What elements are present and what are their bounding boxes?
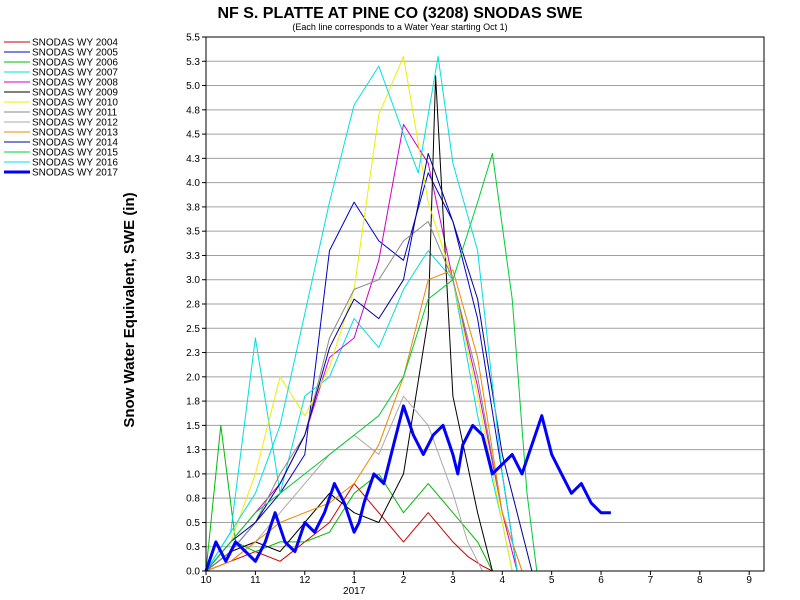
legend-label: SNODAS WY 2011 bbox=[32, 108, 118, 119]
y-tick-label: 1.0 bbox=[186, 469, 200, 480]
y-tick-label: 4.5 bbox=[186, 130, 200, 141]
y-tick-label: 5.5 bbox=[186, 33, 200, 44]
x-tick-label: 7 bbox=[648, 575, 654, 586]
series-line-wy-2015 bbox=[205, 153, 538, 572]
y-tick-label: 2.0 bbox=[186, 372, 200, 383]
legend-label: SNODAS WY 2007 bbox=[32, 68, 118, 79]
legend-label: SNODAS WY 2012 bbox=[32, 118, 118, 129]
x-tick-label: 12 bbox=[299, 575, 311, 586]
legend-label: SNODAS WY 2017 bbox=[32, 168, 118, 179]
legend-label: SNODAS WY 2015 bbox=[32, 148, 118, 159]
series-line-wy-2007 bbox=[205, 250, 513, 572]
y-tick-label: 1.8 bbox=[186, 397, 200, 408]
series-line-wy-2009 bbox=[205, 75, 493, 572]
legend-label: SNODAS WY 2006 bbox=[32, 58, 118, 69]
x-tick-label: 9 bbox=[746, 575, 752, 586]
x-tick-label: 4 bbox=[500, 575, 506, 586]
x-tick-label: 11 bbox=[250, 575, 261, 586]
x-tick-label: 3 bbox=[450, 575, 456, 586]
y-tick-label: 1.5 bbox=[186, 421, 200, 432]
y-tick-label: 4.3 bbox=[186, 154, 200, 165]
y-tick-label: 3.0 bbox=[186, 275, 200, 286]
y-tick-label: 2.8 bbox=[186, 300, 200, 311]
y-tick-label: 3.5 bbox=[186, 227, 200, 238]
series-line-wy-2005 bbox=[205, 172, 518, 572]
chart-subtitle: (Each line corresponds to a Water Year s… bbox=[292, 22, 507, 32]
chart-title: NF S. PLATTE AT PINE CO (3208) SNODAS SW… bbox=[217, 5, 582, 22]
grid-lines bbox=[206, 36, 764, 572]
y-tick-label: 3.3 bbox=[186, 251, 200, 262]
y-tick-label: 5.3 bbox=[186, 57, 200, 68]
x-tick-label: 6 bbox=[598, 575, 604, 586]
y-tick-label: 2.5 bbox=[186, 324, 200, 335]
y-tick-label: 3.8 bbox=[186, 202, 200, 213]
y-tick-label: 0.5 bbox=[186, 518, 200, 529]
x-tick-label: 2 bbox=[401, 575, 407, 586]
series-line-wy-2011 bbox=[205, 221, 523, 572]
legend-label: SNODAS WY 2016 bbox=[32, 158, 118, 169]
y-axis: 0.0 0.3 0.5 0.8 1.0 1.3 1.5 1.8 2.0 2.3 2.5 2.8 3.0 3… bbox=[186, 33, 206, 578]
legend-label: SNODAS WY 2008 bbox=[32, 78, 118, 89]
series-lines bbox=[204, 55, 611, 572]
x-tick-label: 1 bbox=[351, 575, 357, 586]
series-line-wy-2017 bbox=[204, 404, 611, 572]
series-line-wy-2014 bbox=[205, 153, 533, 572]
x-tick-label: 8 bbox=[697, 575, 703, 586]
y-tick-label: 1.3 bbox=[186, 445, 200, 456]
y-tick-label: 4.8 bbox=[186, 105, 200, 116]
legend-label: SNODAS WY 2010 bbox=[32, 98, 118, 109]
legend-label: SNODAS WY 2013 bbox=[32, 128, 118, 139]
legend-label: SNODAS WY 2009 bbox=[32, 88, 118, 99]
series-line-wy-2008 bbox=[205, 123, 518, 572]
y-tick-label: 5.0 bbox=[186, 81, 200, 92]
y-axis-label: Snow Water Equivalent, SWE (in) bbox=[121, 192, 138, 427]
x-year-label: 2017 bbox=[343, 586, 366, 597]
x-tick-label: 5 bbox=[549, 575, 555, 586]
series-line-wy-2010 bbox=[205, 55, 513, 572]
x-tick-label: 10 bbox=[200, 575, 212, 586]
legend-label: SNODAS WY 2005 bbox=[32, 48, 118, 59]
y-tick-label: 0.3 bbox=[186, 542, 200, 553]
y-tick-label: 4.0 bbox=[186, 178, 200, 189]
series-line-wy-2013 bbox=[205, 269, 523, 572]
legend-label: SNODAS WY 2004 bbox=[32, 38, 118, 49]
legend-label: SNODAS WY 2014 bbox=[32, 138, 118, 149]
y-tick-label: 0.0 bbox=[186, 567, 200, 578]
series-line-wy-2016 bbox=[205, 55, 518, 572]
y-tick-label: 0.8 bbox=[186, 494, 200, 505]
y-tick-label: 2.3 bbox=[186, 348, 200, 359]
